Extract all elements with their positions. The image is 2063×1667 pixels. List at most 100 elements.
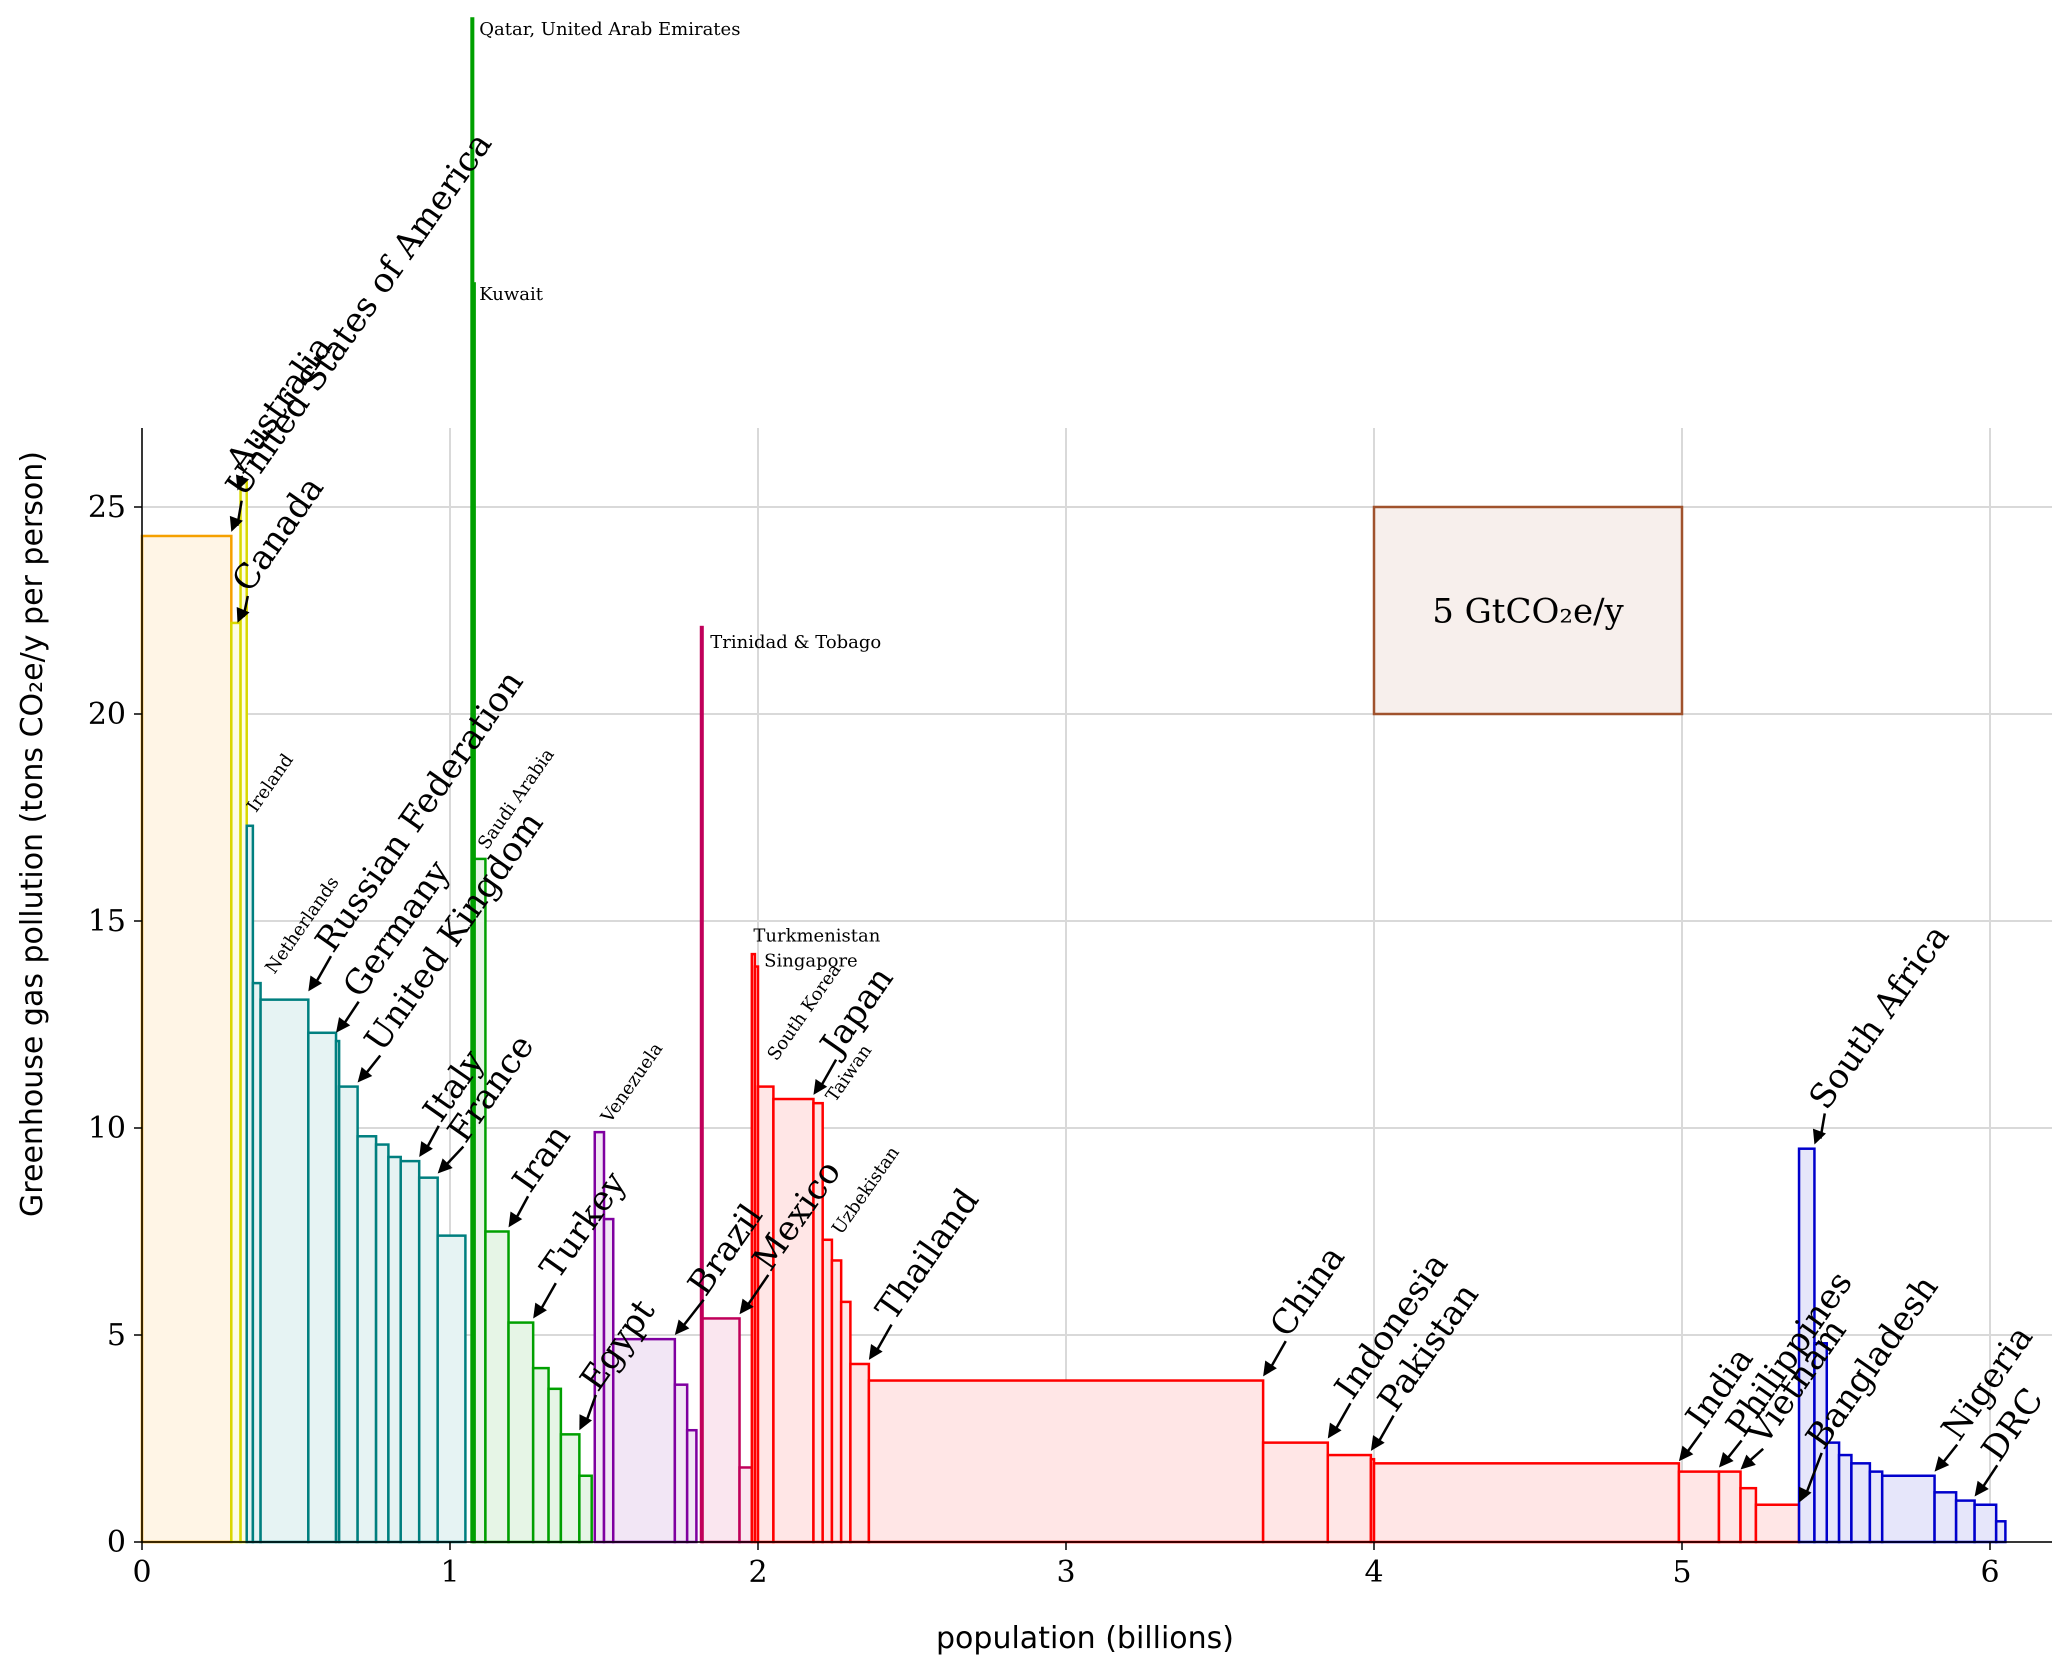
arrow-head-south-africa — [1812, 1128, 1826, 1145]
block-united-states-of-america — [230, 621, 242, 1544]
block-vietnam — [1717, 1470, 1742, 1544]
label-turkmenistan: Turkmenistan — [753, 926, 880, 947]
arrow-head-turkey — [533, 1302, 547, 1319]
label-south-africa: South Africa — [1801, 918, 1957, 1117]
x-axis-label: population (billions) — [936, 1621, 1234, 1656]
block-country-39 — [839, 1300, 852, 1544]
block-india — [1372, 1462, 1681, 1544]
scale-box: 5 GtCO₂e/y — [1372, 505, 1684, 716]
block-country-48 — [1739, 1486, 1758, 1544]
x-tick-label-0: 0 — [132, 1555, 151, 1590]
label-thailand: Thailand — [868, 1181, 987, 1327]
arrow-head-canada — [236, 606, 250, 623]
block-country-27 — [673, 1383, 689, 1544]
x-tick-label-1: 1 — [440, 1555, 459, 1590]
block-china — [867, 1379, 1265, 1544]
block-uzbekistan — [821, 1238, 834, 1544]
arrow-head-russian-federation — [308, 975, 323, 992]
arrow-head-united-kingdom — [357, 1066, 373, 1083]
arrow-head-brazil — [674, 1319, 690, 1335]
arrow-head-australia — [235, 474, 250, 491]
block-country-38 — [830, 1259, 843, 1544]
block-indonesia — [1261, 1441, 1330, 1544]
block-country-52 — [1825, 1441, 1841, 1544]
block-bangladesh — [1754, 1503, 1801, 1544]
block-italy — [399, 1159, 421, 1544]
country-blocks — [140, 17, 2007, 1544]
x-tick-label-3: 3 — [1056, 1555, 1075, 1590]
arrow-head-china — [1263, 1360, 1277, 1377]
y-tick-label-25: 25 — [88, 490, 126, 525]
block-united-kingdom — [337, 1085, 359, 1544]
arrow-head-japan — [813, 1079, 828, 1095]
block-saudi-arabia — [473, 857, 487, 1544]
block-country-11 — [387, 1155, 402, 1544]
label-venezuela: Venezuela — [596, 1039, 667, 1128]
block-nigeria — [1880, 1474, 1936, 1544]
arrow-head-vietnam — [1740, 1454, 1756, 1470]
scale-box-label: 5 GtCO₂e/y — [1432, 592, 1624, 632]
block-country-14 — [436, 1234, 467, 1544]
block-country-55 — [1868, 1470, 1884, 1544]
block-country-59 — [1973, 1503, 1998, 1544]
block-germany — [307, 1031, 338, 1544]
arrow-head-drc — [1974, 1480, 1989, 1497]
y-tick-label-0: 0 — [107, 1525, 126, 1560]
arrow-head-france — [437, 1158, 453, 1174]
arrow-head-iran — [508, 1211, 523, 1228]
arrow-head-philippines — [1718, 1451, 1734, 1468]
block-pakistan — [1326, 1453, 1373, 1544]
y-tick-label-20: 20 — [88, 697, 126, 732]
label-qatar-united-arab-emirates: Qatar, United Arab Emirates — [479, 19, 740, 40]
scale-box-rect — [1372, 505, 1684, 716]
block-country-28 — [685, 1428, 698, 1544]
arrow-head-nigeria — [1934, 1456, 1950, 1472]
arrow-head-india — [1678, 1445, 1694, 1462]
arrow-head-egypt — [579, 1414, 592, 1431]
x-tick-label-5: 5 — [1672, 1555, 1691, 1590]
block-country-60 — [1994, 1520, 2007, 1544]
block-country-10 — [374, 1143, 390, 1544]
arrow-head-italy — [419, 1141, 433, 1157]
label-kuwait: Kuwait — [479, 284, 544, 305]
arrow-head-germany — [336, 1017, 351, 1033]
block-country-31 — [738, 1466, 754, 1544]
y-axis-label: Greenhouse gas pollution (tons CO₂e/y pe… — [15, 451, 50, 1217]
block-brazil — [611, 1337, 677, 1544]
arrow-head-bangladesh — [1798, 1486, 1812, 1503]
label-ireland: Ireland — [243, 750, 298, 816]
block-country-23 — [578, 1474, 593, 1544]
block-iran — [484, 1230, 510, 1544]
arrow-head-united-states-of-america — [229, 515, 243, 532]
block-france — [417, 1176, 439, 1544]
y-tick-label-15: 15 — [88, 904, 126, 939]
label-trinidad-tobago: Trinidad & Tobago — [710, 632, 881, 653]
block-country-57 — [1933, 1491, 1958, 1544]
label-china: China — [1262, 1239, 1353, 1345]
y-tick-label-5: 5 — [107, 1318, 126, 1353]
block-turkey — [507, 1321, 535, 1544]
block-country-9 — [356, 1135, 378, 1544]
x-tick-label-6: 6 — [1980, 1555, 1999, 1590]
block-drc — [1954, 1499, 1976, 1544]
y-tick-label-10: 10 — [88, 1111, 126, 1146]
label-iran: Iran — [505, 1118, 579, 1200]
block-philippines — [1677, 1470, 1721, 1544]
arrow-line-brazil — [679, 1298, 705, 1330]
block-country-53 — [1837, 1453, 1853, 1544]
label-singapore: Singapore — [764, 951, 858, 972]
arrow-head-thailand — [868, 1343, 883, 1360]
block-egypt — [559, 1433, 581, 1544]
block-south-korea — [756, 1085, 775, 1544]
block-russian-federation — [259, 998, 310, 1544]
label-united-states-of-america: United States of America — [218, 125, 500, 504]
block-mexico — [701, 1317, 741, 1544]
block-country-21 — [547, 1387, 563, 1544]
arrow-line-bangladesh — [1803, 1452, 1823, 1498]
axes: 0 1 2 3 4 5 6 0 5 10 15 20 25 — [88, 428, 2052, 1590]
arrow-head-indonesia — [1327, 1422, 1342, 1439]
block-country-20 — [531, 1366, 550, 1544]
arrow-head-mexico — [739, 1298, 754, 1315]
block-thailand — [849, 1362, 871, 1544]
